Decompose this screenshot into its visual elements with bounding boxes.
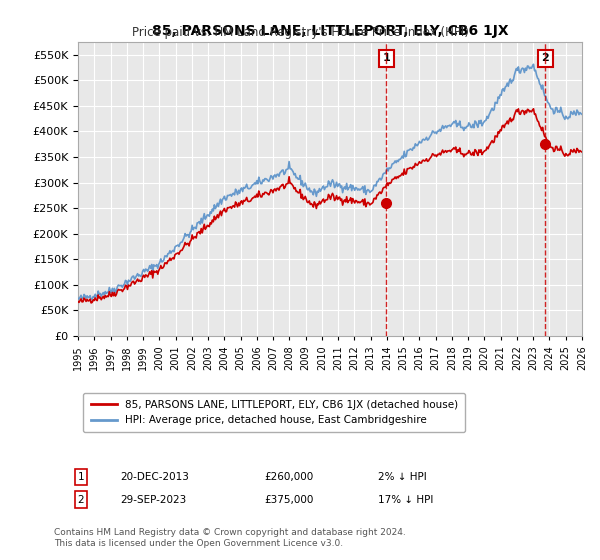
- Text: 2% ↓ HPI: 2% ↓ HPI: [378, 472, 427, 482]
- Text: 1: 1: [383, 53, 390, 63]
- Text: 20-DEC-2013: 20-DEC-2013: [120, 472, 189, 482]
- Legend: 85, PARSONS LANE, LITTLEPORT, ELY, CB6 1JX (detached house), HPI: Average price,: 85, PARSONS LANE, LITTLEPORT, ELY, CB6 1…: [83, 393, 465, 432]
- Title: 85, PARSONS LANE, LITTLEPORT, ELY, CB6 1JX: 85, PARSONS LANE, LITTLEPORT, ELY, CB6 1…: [152, 24, 508, 38]
- Text: 1: 1: [77, 472, 85, 482]
- Text: 2: 2: [77, 494, 85, 505]
- Text: Contains HM Land Registry data © Crown copyright and database right 2024.
This d: Contains HM Land Registry data © Crown c…: [54, 528, 406, 548]
- Text: Price paid vs. HM Land Registry's House Price Index (HPI): Price paid vs. HM Land Registry's House …: [131, 26, 469, 39]
- Text: £260,000: £260,000: [264, 472, 313, 482]
- Text: 2: 2: [542, 53, 549, 63]
- Text: 17% ↓ HPI: 17% ↓ HPI: [378, 494, 433, 505]
- Text: £375,000: £375,000: [264, 494, 313, 505]
- Text: 29-SEP-2023: 29-SEP-2023: [120, 494, 186, 505]
